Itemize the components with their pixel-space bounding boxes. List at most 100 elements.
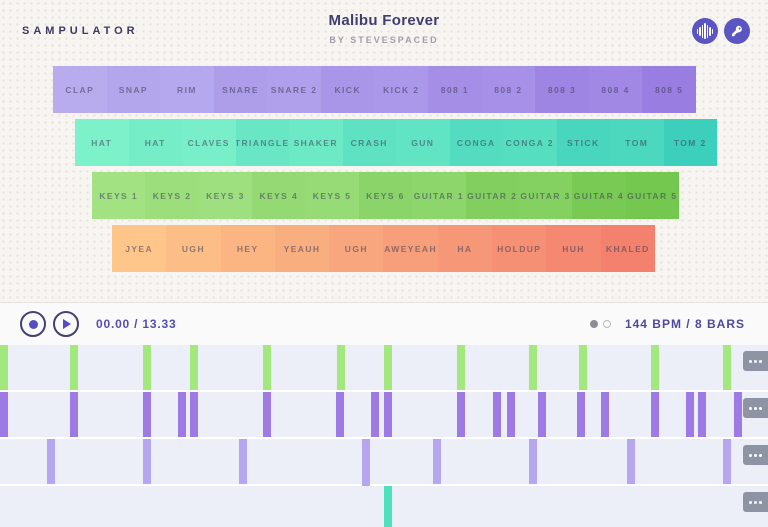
note[interactable] <box>0 345 8 390</box>
pad-guitar-3[interactable]: GUITAR 3 <box>518 172 573 219</box>
note[interactable] <box>337 345 345 390</box>
pad-guitar-5[interactable]: GUITAR 5 <box>625 172 679 219</box>
track-1-menu-button[interactable] <box>743 351 768 371</box>
waveform-button[interactable] <box>692 18 718 44</box>
note[interactable] <box>143 392 151 437</box>
note[interactable] <box>263 345 271 390</box>
record-button[interactable] <box>20 311 46 337</box>
pad-808-5[interactable]: 808 5 <box>642 66 696 113</box>
pad-808-4[interactable]: 808 4 <box>588 66 643 113</box>
pad-keys-5[interactable]: KEYS 5 <box>305 172 359 219</box>
pad-jyea[interactable]: JYEA <box>112 225 167 272</box>
note[interactable] <box>143 345 151 390</box>
note[interactable] <box>529 345 537 390</box>
note[interactable] <box>336 392 344 437</box>
pad-snap[interactable]: SNAP <box>106 66 161 113</box>
pad-aweyeah[interactable]: AWEYEAH <box>383 225 438 272</box>
pad-keys-4[interactable]: KEYS 4 <box>252 172 306 219</box>
pad-stick[interactable]: STICK <box>556 119 610 166</box>
note[interactable] <box>723 439 731 484</box>
pad-tom[interactable]: TOM <box>610 119 664 166</box>
pad-crash[interactable]: CRASH <box>342 119 396 166</box>
pad-hat[interactable]: HAT <box>128 119 182 166</box>
pad-gun[interactable]: GUN <box>396 119 450 166</box>
pad-tom-2[interactable]: TOM 2 <box>663 119 717 166</box>
pad-label: RIM <box>177 84 197 95</box>
pad-kick[interactable]: KICK <box>320 66 375 113</box>
note[interactable] <box>698 392 706 437</box>
pad-kick-2[interactable]: KICK 2 <box>374 66 429 113</box>
pad-keys-2[interactable]: KEYS 2 <box>145 172 199 219</box>
pad-ugh[interactable]: UGH <box>166 225 221 272</box>
pad-808-2[interactable]: 808 2 <box>481 66 536 113</box>
pad-triangle[interactable]: TRIANGLE <box>235 119 289 166</box>
note[interactable] <box>263 392 271 437</box>
pad-keys-1[interactable]: KEYS 1 <box>92 172 146 219</box>
pad-guitar-2[interactable]: GUITAR 2 <box>465 172 519 219</box>
pad-conga[interactable]: CONGA <box>449 119 503 166</box>
note[interactable] <box>538 392 546 437</box>
pad-clap[interactable]: CLAP <box>53 66 107 113</box>
track-2-lane[interactable] <box>0 392 768 437</box>
track-3-lane[interactable] <box>0 439 768 527</box>
note[interactable] <box>651 392 659 437</box>
note[interactable] <box>239 439 247 484</box>
note[interactable] <box>384 392 392 437</box>
track-3-menu-button[interactable] <box>743 445 768 465</box>
page-dot-inactive[interactable] <box>602 320 611 328</box>
note[interactable] <box>70 392 78 437</box>
note[interactable] <box>70 345 78 390</box>
play-button[interactable] <box>53 311 79 337</box>
pad-snare-2[interactable]: SNARE 2 <box>267 66 321 113</box>
note[interactable] <box>190 392 198 437</box>
pad-808-1[interactable]: 808 1 <box>428 66 482 113</box>
note[interactable] <box>384 345 392 390</box>
note[interactable] <box>529 439 537 484</box>
note[interactable] <box>433 439 441 484</box>
note[interactable] <box>143 439 151 484</box>
track-4-lane[interactable] <box>0 486 768 527</box>
note[interactable] <box>362 439 370 527</box>
pad-808-3[interactable]: 808 3 <box>535 66 589 113</box>
track-2-menu-button[interactable] <box>743 398 768 418</box>
pad-hat[interactable]: HAT <box>75 119 129 166</box>
note[interactable] <box>457 392 465 437</box>
note[interactable] <box>47 439 55 484</box>
pad-guitar-1[interactable]: GUITAR 1 <box>412 172 466 219</box>
note[interactable] <box>734 392 742 437</box>
pad-huh[interactable]: HUH <box>546 225 601 272</box>
pad-keys-3[interactable]: KEYS 3 <box>198 172 253 219</box>
track-4-menu-button[interactable] <box>743 492 768 512</box>
note[interactable] <box>493 392 501 437</box>
key-button[interactable] <box>724 18 750 44</box>
pad-guitar-4[interactable]: GUITAR 4 <box>572 172 626 219</box>
note[interactable] <box>457 345 465 390</box>
pad-rim[interactable]: RIM <box>160 66 214 113</box>
pad-conga-2[interactable]: CONGA 2 <box>503 119 557 166</box>
note[interactable] <box>686 392 694 437</box>
note[interactable] <box>190 345 198 390</box>
note[interactable] <box>577 392 585 437</box>
pad-yeauh[interactable]: YEAUH <box>274 225 330 272</box>
note[interactable] <box>371 392 379 437</box>
note[interactable] <box>507 392 515 437</box>
note[interactable] <box>627 439 635 484</box>
pad-holdup[interactable]: HOLDUP <box>492 225 547 272</box>
pad-ha[interactable]: HA <box>437 225 493 272</box>
pad-claves[interactable]: CLAVES <box>182 119 236 166</box>
note[interactable] <box>601 392 609 437</box>
pad-shaker[interactable]: SHAKER <box>289 119 343 166</box>
note[interactable] <box>579 345 587 390</box>
pad-hey[interactable]: HEY <box>220 225 275 272</box>
track-1-lane[interactable] <box>0 345 768 390</box>
note[interactable] <box>0 392 8 437</box>
note[interactable] <box>384 486 392 527</box>
note[interactable] <box>651 345 659 390</box>
pad-keys-6[interactable]: KEYS 6 <box>358 172 413 219</box>
note[interactable] <box>723 345 731 390</box>
pad-snare[interactable]: SNARE <box>213 66 268 113</box>
page-dot-active[interactable] <box>589 320 598 328</box>
note[interactable] <box>178 392 186 437</box>
pad-ugh[interactable]: UGH <box>329 225 384 272</box>
pad-khaled[interactable]: KHALED <box>600 225 655 272</box>
